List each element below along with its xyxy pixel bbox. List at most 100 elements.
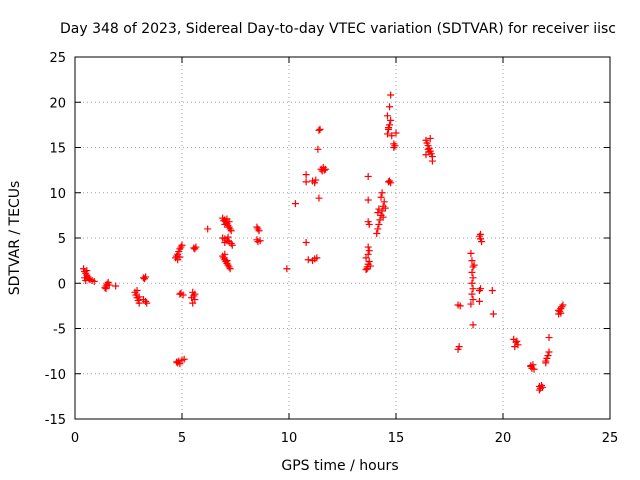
grid-lines: [75, 57, 610, 419]
data-point: [135, 293, 143, 301]
y-tick-label: 10: [49, 187, 66, 202]
data-point: [387, 91, 395, 99]
data-point: [470, 261, 478, 269]
data-point: [81, 274, 89, 282]
data-point: [141, 275, 149, 283]
data-point: [373, 229, 381, 237]
data-point: [221, 220, 229, 228]
data-point: [291, 200, 299, 208]
data-point: [143, 299, 151, 307]
data-point: [378, 189, 386, 197]
data-point: [283, 265, 291, 273]
x-tick-label: 10: [281, 431, 298, 446]
data-point: [228, 241, 236, 249]
y-tick-label: 0: [58, 277, 66, 292]
chart-title: Day 348 of 2023, Sidereal Day-to-day VTE…: [60, 21, 616, 37]
data-points: [80, 91, 567, 394]
data-point: [105, 281, 113, 289]
data-point: [90, 277, 98, 285]
data-point: [468, 290, 476, 298]
x-tick-label: 5: [178, 431, 186, 446]
data-point: [225, 218, 233, 226]
data-point: [256, 237, 264, 245]
data-point: [365, 258, 373, 266]
data-point: [133, 286, 141, 294]
data-point: [255, 227, 263, 235]
data-point: [226, 265, 234, 273]
data-point: [468, 257, 476, 265]
data-point: [488, 286, 496, 294]
data-point: [364, 250, 372, 258]
data-point: [313, 254, 321, 262]
data-point: [383, 112, 391, 120]
data-point: [224, 233, 232, 241]
data-point: [176, 290, 184, 298]
data-point: [302, 239, 310, 247]
data-point: [190, 244, 198, 252]
x-tick-label: 25: [602, 431, 619, 446]
data-point: [511, 343, 519, 351]
data-point: [189, 299, 197, 307]
data-point: [527, 362, 535, 370]
data-point: [374, 209, 382, 217]
data-point: [320, 166, 328, 174]
x-axis-label: GPS time / hours: [281, 458, 398, 474]
y-tick-label: 25: [49, 51, 66, 66]
data-point: [454, 345, 462, 353]
data-point: [83, 267, 91, 275]
data-point: [545, 334, 553, 342]
data-point: [530, 365, 538, 373]
x-tick-label: 15: [388, 431, 405, 446]
data-point: [227, 227, 235, 235]
data-point: [381, 204, 389, 212]
data-point: [535, 386, 543, 394]
data-point: [386, 103, 394, 111]
data-point: [467, 249, 475, 257]
data-point: [321, 165, 329, 173]
data-point: [380, 198, 388, 206]
data-point: [385, 178, 393, 186]
data-point: [375, 205, 383, 213]
x-tick-label: 20: [495, 431, 512, 446]
y-tick-label: -10: [45, 368, 66, 383]
data-point: [467, 300, 475, 308]
data-point: [559, 301, 567, 309]
data-point: [316, 125, 324, 133]
data-point: [392, 129, 400, 137]
data-point: [188, 294, 196, 302]
data-point: [315, 194, 323, 202]
data-point: [302, 171, 310, 179]
y-tick-label: -5: [53, 323, 66, 338]
y-tick-label: -15: [45, 413, 66, 428]
data-point: [375, 220, 383, 228]
data-point: [221, 239, 229, 247]
data-point: [314, 145, 322, 153]
data-point: [223, 257, 231, 265]
data-point: [489, 310, 497, 318]
data-point: [425, 148, 433, 156]
data-point: [377, 193, 385, 201]
data-point: [173, 358, 181, 366]
data-point: [388, 132, 396, 140]
data-point: [178, 241, 186, 249]
data-point: [469, 321, 477, 329]
data-point: [365, 247, 373, 255]
data-point: [364, 243, 372, 251]
data-point: [557, 309, 565, 317]
data-point: [191, 290, 199, 298]
data-point: [112, 282, 120, 290]
data-point: [221, 250, 229, 258]
y-tick-label: 20: [49, 96, 66, 111]
data-point: [468, 279, 476, 287]
data-point: [366, 262, 374, 270]
plot-frame: [74, 56, 611, 420]
data-point: [390, 140, 398, 148]
data-point: [102, 285, 110, 293]
y-axis-label: SDTVAR / TECUs: [7, 181, 23, 296]
data-point: [477, 285, 485, 293]
data-point: [180, 355, 188, 363]
data-point: [545, 348, 553, 356]
data-point: [469, 274, 477, 282]
data-point: [469, 285, 477, 293]
